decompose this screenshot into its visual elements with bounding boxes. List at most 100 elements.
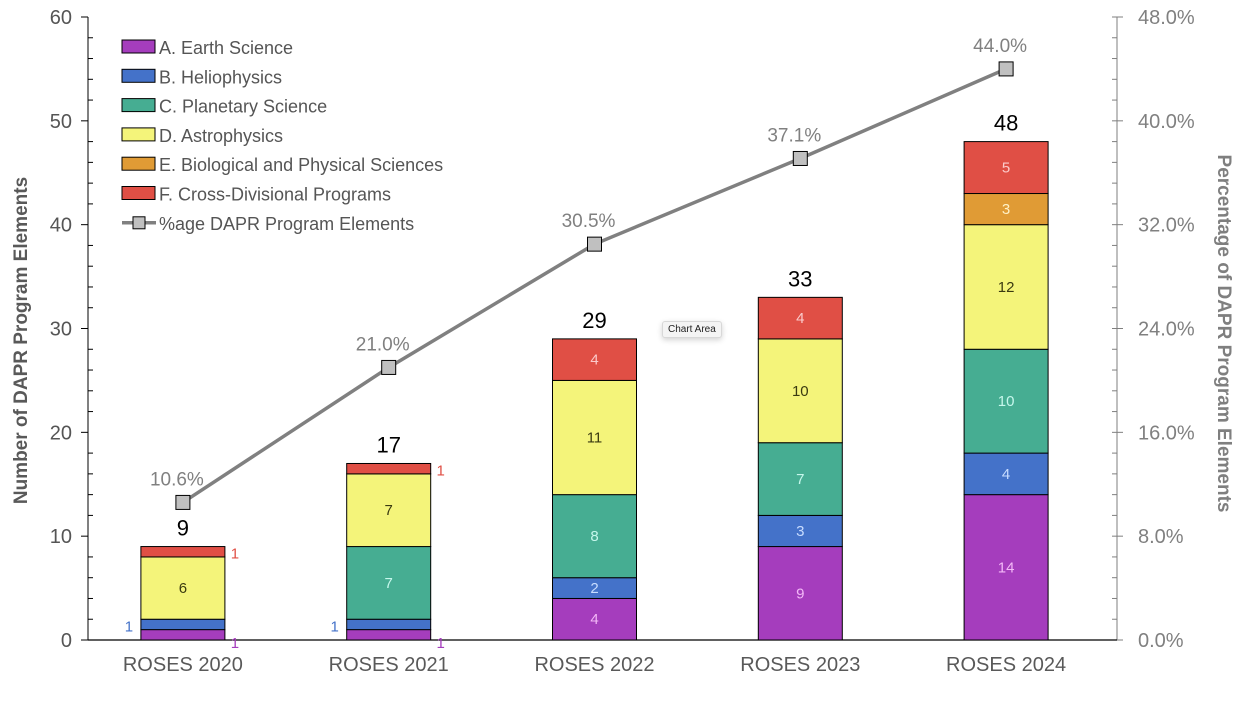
legend-swatch bbox=[121, 186, 156, 200]
bar-segment-label-outside: 1 bbox=[437, 463, 445, 480]
legend-swatch bbox=[121, 156, 156, 171]
legend-swatch bbox=[121, 39, 156, 54]
x-axis-tick-label: ROSES 2023 bbox=[740, 654, 860, 676]
legend-label: %age DAPR Program Elements bbox=[159, 214, 414, 234]
left-axis-tick-label: 10 bbox=[50, 526, 72, 548]
bar-segment bbox=[963, 494, 1049, 641]
bar-segment-label: 2 bbox=[590, 580, 598, 597]
right-axis-tick-label: 32.0% bbox=[1138, 215, 1195, 237]
legend-marker-swatch bbox=[132, 216, 146, 230]
bar-segment-label: 9 bbox=[796, 585, 804, 602]
right-axis-title: Percentage of DAPR Program Elements bbox=[1213, 155, 1234, 513]
bar-stack-roses-2022: 4 2 8 11 4 29 bbox=[552, 308, 637, 641]
percentage-line-group: 10.6% 21.0% 30.5% 37.1% 44.0% bbox=[150, 36, 1027, 510]
bar-segment-label-outside: 1 bbox=[331, 618, 339, 635]
bar-stack-roses-2024: 14 4 10 12 3 5 48 bbox=[963, 111, 1049, 641]
bar-segment-label: 7 bbox=[385, 502, 393, 519]
bar-segment-label: 14 bbox=[998, 559, 1015, 576]
bar-segment bbox=[552, 597, 637, 641]
bar-segment-label: 4 bbox=[796, 310, 804, 327]
bar-segment-label: 5 bbox=[1002, 160, 1010, 177]
legend-label: B. Heliophysics bbox=[159, 67, 282, 87]
bar-segment bbox=[757, 442, 843, 516]
percentage-marker bbox=[175, 494, 191, 510]
bar-segment-label: 3 bbox=[796, 523, 804, 540]
bar-total-label: 48 bbox=[994, 111, 1018, 136]
bar-segment bbox=[552, 494, 637, 579]
right-axis-tick-label: 24.0% bbox=[1138, 319, 1195, 341]
left-axis-tick-label: 50 bbox=[50, 111, 72, 133]
bar-segment-label: 11 bbox=[587, 430, 603, 447]
bar-segment bbox=[552, 338, 637, 381]
left-axis-tick-label: 0 bbox=[61, 630, 72, 652]
bar-segment-label-outside: 1 bbox=[231, 546, 239, 563]
bar-segment-label: 10 bbox=[792, 383, 809, 400]
percentage-label: 21.0% bbox=[356, 334, 410, 355]
bar-segment bbox=[963, 224, 1049, 350]
bar-segment bbox=[346, 618, 432, 631]
bar-segment bbox=[346, 462, 432, 475]
chart-area-tooltip: Chart Area bbox=[662, 321, 722, 338]
legend-label: A. Earth Science bbox=[159, 38, 293, 58]
bar-segment bbox=[140, 629, 226, 641]
legend-swatch bbox=[121, 127, 156, 142]
legend-label: F. Cross-Divisional Programs bbox=[159, 185, 391, 205]
legend-label: E. Biological and Physical Sciences bbox=[159, 155, 443, 175]
bar-segment-label-outside: 1 bbox=[437, 635, 445, 652]
bar-total-label: 33 bbox=[788, 266, 812, 291]
legend: A. Earth Science B. Heliophysics C. Planet… bbox=[121, 38, 443, 234]
percentage-marker bbox=[381, 359, 397, 375]
right-axis-tick-label: 0.0% bbox=[1138, 630, 1184, 652]
bar-segment-label: 6 bbox=[179, 580, 187, 597]
bar-segment-label: 4 bbox=[590, 611, 598, 628]
bar-total-label: 17 bbox=[376, 432, 400, 457]
bar-segment-label: 7 bbox=[796, 471, 804, 488]
percentage-marker bbox=[792, 150, 808, 166]
bar-segment bbox=[757, 514, 843, 548]
bar-total-label: 29 bbox=[582, 308, 606, 333]
x-axis-tick-label: ROSES 2022 bbox=[534, 654, 654, 676]
left-axis-tick-label: 30 bbox=[50, 319, 72, 341]
bar-segment-label: 4 bbox=[590, 352, 598, 369]
bar-segment bbox=[757, 546, 843, 641]
bar-segment bbox=[963, 348, 1049, 454]
bar-stack-roses-2023: 9 3 7 10 4 33 bbox=[757, 266, 843, 641]
legend-label: C. Planetary Science bbox=[159, 97, 327, 117]
right-axis-tick-label: 16.0% bbox=[1138, 422, 1195, 444]
bar-segment bbox=[963, 193, 1049, 226]
right-axis-tick-label: 8.0% bbox=[1138, 526, 1184, 548]
bar-total-label: 9 bbox=[177, 516, 189, 541]
bar-segment bbox=[140, 618, 226, 631]
percentage-label: 30.5% bbox=[562, 211, 616, 232]
left-axis-title: Number of DAPR Program Elements bbox=[11, 177, 32, 504]
x-axis-tick-label: ROSES 2020 bbox=[123, 654, 243, 676]
legend-swatch bbox=[121, 68, 156, 83]
bar-segment bbox=[552, 379, 637, 496]
x-axis-tick-label: ROSES 2024 bbox=[946, 654, 1066, 676]
bar-segment bbox=[963, 452, 1049, 496]
bar-segment bbox=[346, 629, 432, 641]
right-axis-tick-label: 40.0% bbox=[1138, 111, 1195, 133]
percentage-label: 10.6% bbox=[150, 469, 204, 490]
bar-segment bbox=[140, 556, 226, 620]
right-axis-tick-label: 48.0% bbox=[1138, 7, 1195, 29]
percentage-marker bbox=[587, 236, 602, 252]
bar-segment bbox=[757, 296, 843, 340]
bar-segment bbox=[963, 141, 1049, 195]
percentage-marker bbox=[998, 61, 1014, 77]
bar-segment bbox=[757, 338, 843, 444]
left-axis-tick-label: 20 bbox=[50, 422, 72, 444]
bar-segment-label: 7 bbox=[385, 575, 393, 592]
x-axis-tick-label: ROSES 2021 bbox=[329, 654, 449, 676]
bar-segment-label: 4 bbox=[1002, 466, 1010, 483]
legend-swatch bbox=[121, 98, 156, 113]
bar-segment-label: 12 bbox=[998, 279, 1015, 296]
bar-segment bbox=[346, 546, 432, 620]
bar-segment-label: 3 bbox=[1002, 201, 1010, 218]
bar-segment-label-outside: 1 bbox=[125, 618, 133, 635]
percentage-label: 44.0% bbox=[973, 36, 1027, 57]
